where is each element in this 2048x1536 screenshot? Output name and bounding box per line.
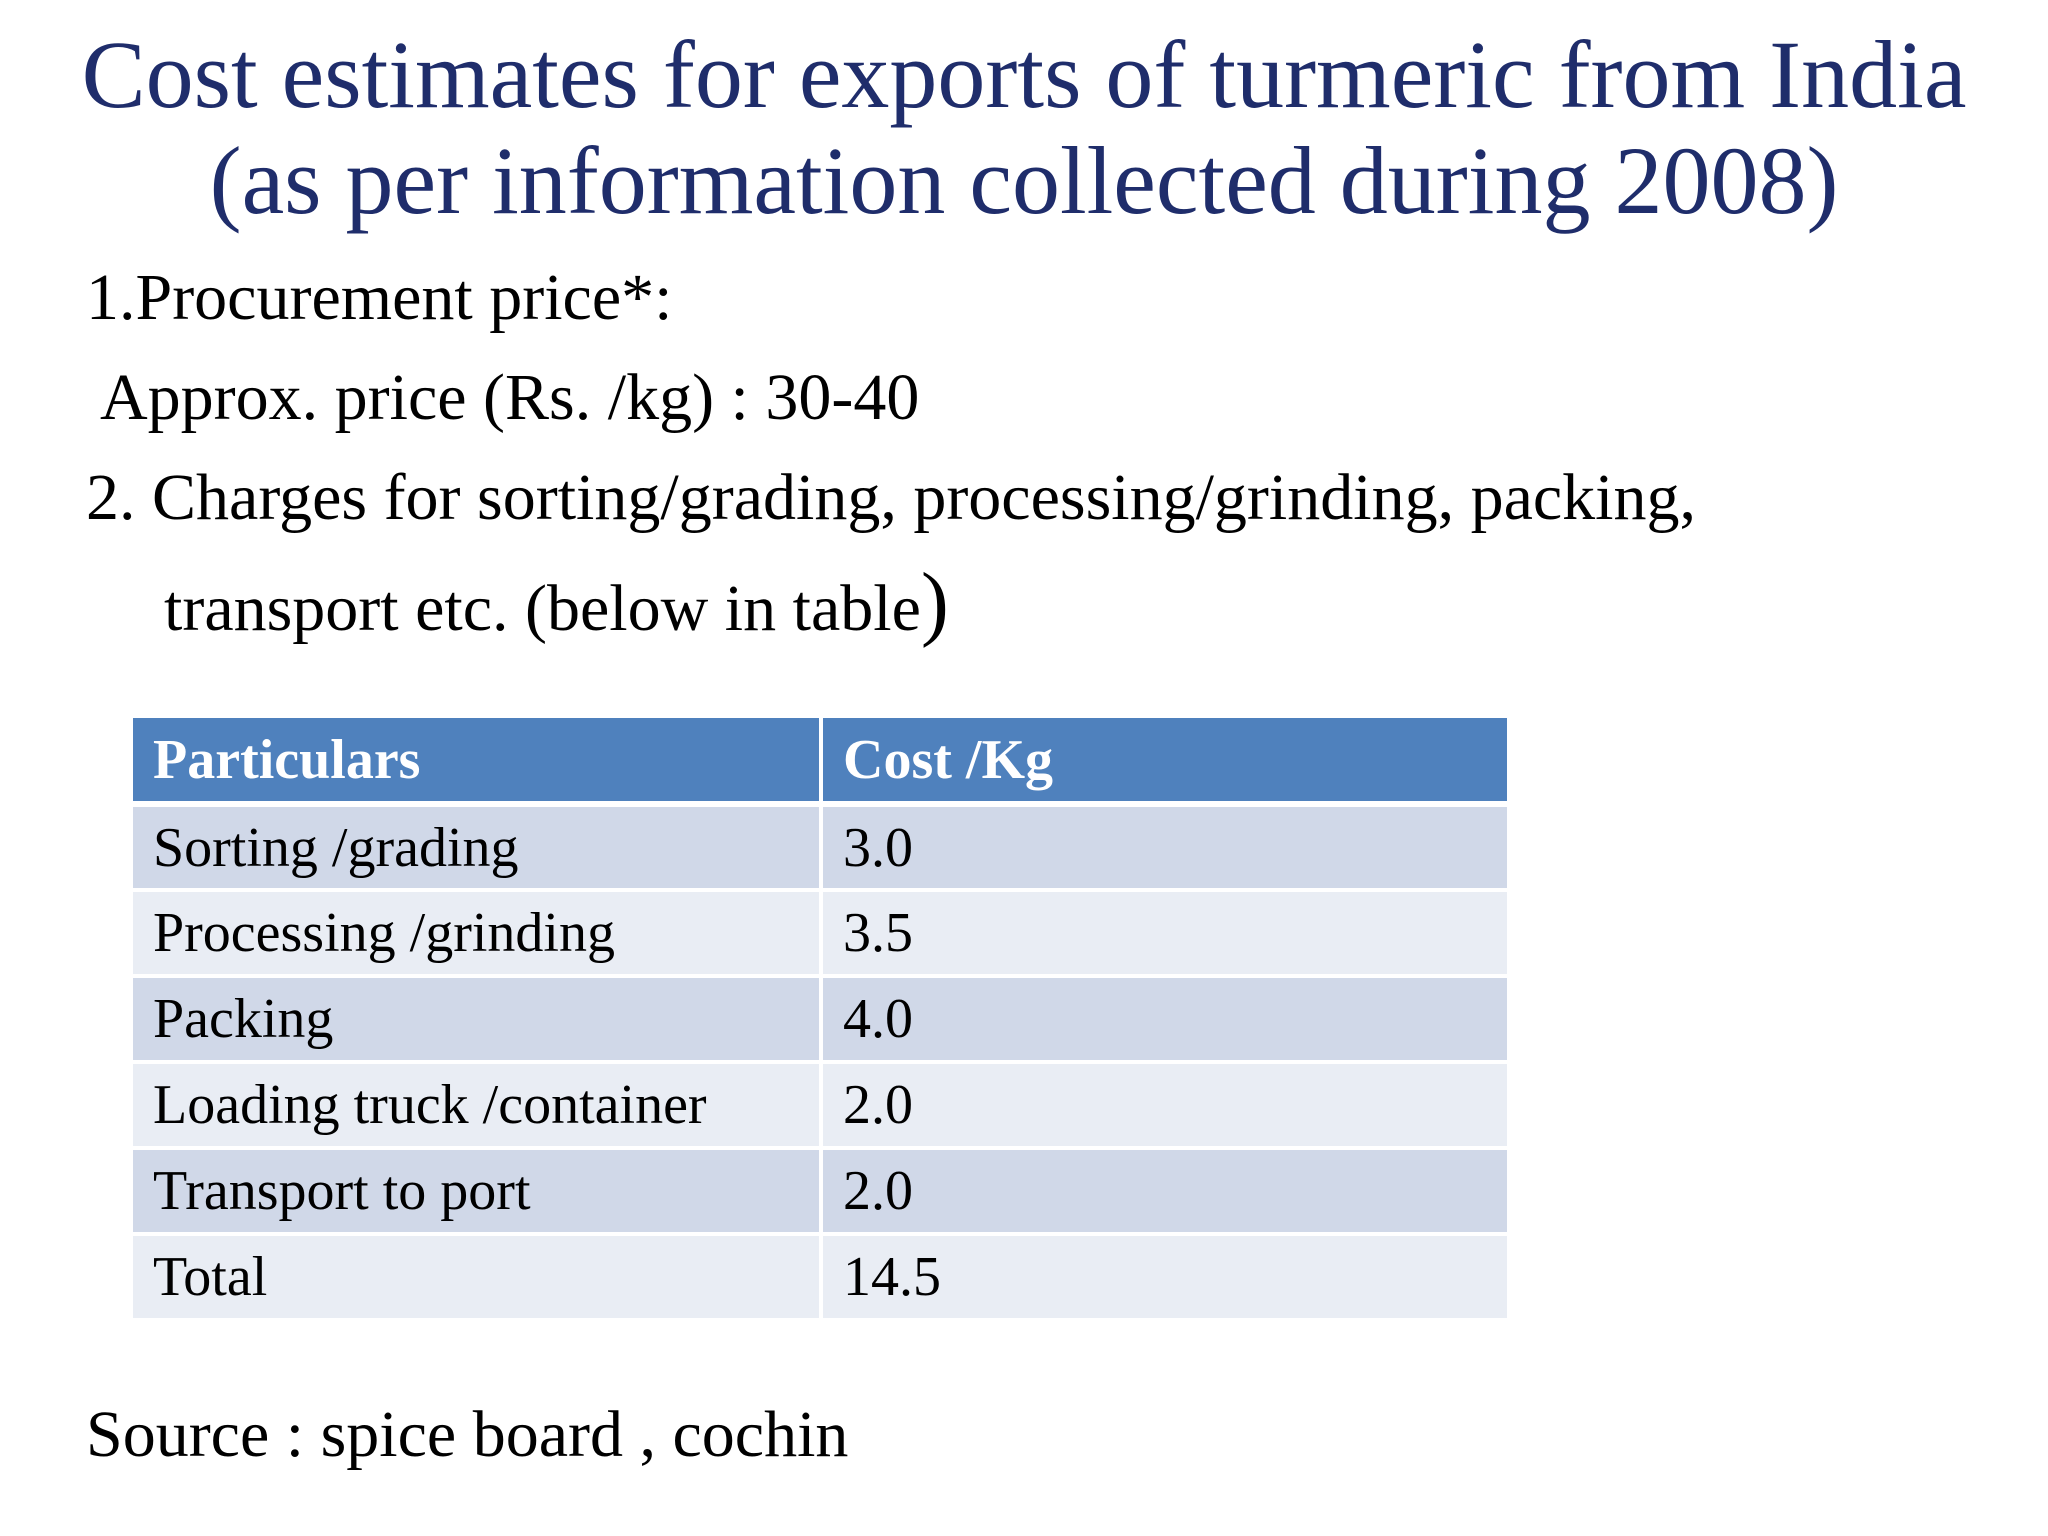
header-cost-per-kg: Cost /Kg: [819, 714, 1511, 807]
slide-title-line-2: (as per information collected during 200…: [209, 127, 1839, 234]
charges-heading-continued: transport etc. (below in table): [164, 561, 949, 649]
charges-heading-continued-text: transport etc. (below in table: [164, 572, 921, 645]
slide-title: Cost estimates for exports of turmeric f…: [0, 22, 2048, 234]
cell-cost: 3.0: [819, 802, 1511, 892]
table-row: Packing 4.0: [129, 974, 1511, 1064]
cell-cost: 3.5: [819, 888, 1511, 978]
approx-price-text: Approx. price (Rs. /kg) : 30-40: [100, 361, 920, 434]
charges-heading: 2. Charges for sorting/grading, processi…: [86, 461, 1697, 534]
cell-particular: Sorting /grading: [129, 802, 823, 892]
cell-particular-total: Total: [129, 1232, 823, 1322]
cell-cost: 2.0: [819, 1060, 1511, 1150]
cell-particular: Packing: [129, 974, 823, 1064]
table-header-row: Particulars Cost /Kg: [129, 714, 1511, 807]
procurement-price-heading: 1.Procurement price*:: [86, 261, 673, 334]
cell-particular: Processing /grinding: [129, 888, 823, 978]
cell-particular: Loading truck /container: [129, 1060, 823, 1150]
slide-title-line-1: Cost estimates for exports of turmeric f…: [81, 21, 1967, 128]
source-citation: Source : spice board , cochin: [86, 1398, 849, 1471]
cell-cost: 4.0: [819, 974, 1511, 1064]
header-particulars: Particulars: [129, 714, 823, 807]
table-row-total: Total 14.5: [129, 1232, 1511, 1322]
cell-cost: 2.0: [819, 1146, 1511, 1236]
cell-cost-total: 14.5: [819, 1232, 1511, 1322]
table-row: Transport to port 2.0: [129, 1146, 1511, 1236]
table-row: Loading truck /container 2.0: [129, 1060, 1511, 1150]
cell-particular: Transport to port: [129, 1146, 823, 1236]
closing-parenthesis: ): [920, 556, 949, 649]
table-row: Processing /grinding 3.5: [129, 888, 1511, 978]
table-row: Sorting /grading 3.0: [129, 802, 1511, 892]
cost-table: Particulars Cost /Kg Sorting /grading 3.…: [129, 714, 1511, 1322]
